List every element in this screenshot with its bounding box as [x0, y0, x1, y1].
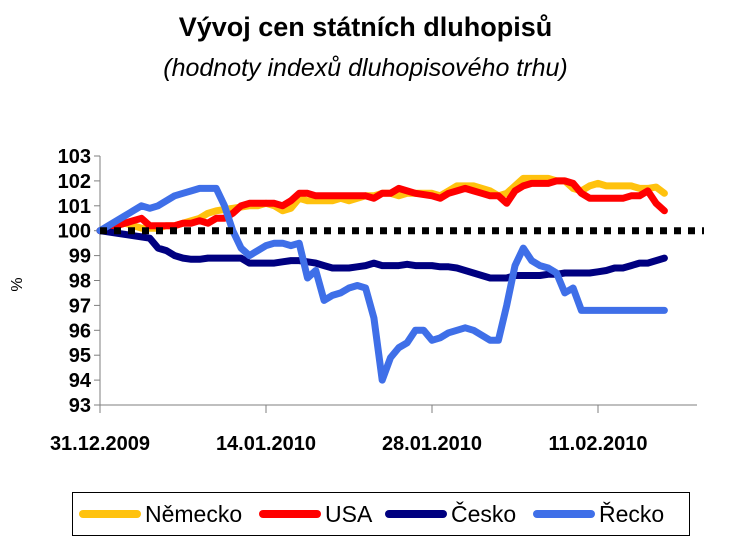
y-tick-label: 96 — [69, 320, 91, 342]
y-tick-label: 93 — [69, 395, 91, 417]
legend-label: Německo — [145, 500, 243, 527]
legend-swatch — [259, 510, 321, 518]
x-tick-label: 11.02.2010 — [549, 433, 648, 455]
legend-label: USA — [325, 500, 373, 527]
series-line-Řecko — [96, 184, 668, 384]
y-tick-label: 95 — [69, 345, 91, 367]
y-tick-label: 101 — [58, 196, 91, 218]
x-tick-label: 14.01.2010 — [216, 433, 316, 455]
chart-title: Vývoj cen státních dluhopisů — [178, 12, 553, 42]
y-tick-label: 102 — [58, 171, 91, 193]
series-line-USA — [96, 177, 668, 235]
legend-item: Řecko — [533, 493, 664, 535]
legend-item: Německo — [79, 493, 242, 535]
y-tick-label: 103 — [58, 146, 91, 168]
x-tick-label: 28.01.2010 — [382, 433, 482, 455]
y-tick-label: 97 — [69, 295, 91, 317]
legend-item: USA — [259, 493, 372, 535]
y-tick-label: 99 — [69, 246, 91, 268]
legend-label: Řecko — [599, 500, 665, 527]
legend-label: Česko — [451, 500, 517, 527]
legend-item: Česko — [385, 493, 516, 535]
y-axis-label: % — [9, 277, 26, 291]
legend-swatch — [533, 510, 595, 518]
legend-swatch — [385, 510, 447, 518]
series-line-Česko — [96, 227, 668, 282]
legend: Německo USA Česko Řecko — [72, 492, 690, 536]
y-tick-label: 98 — [69, 271, 91, 293]
y-tick-label: 94 — [69, 370, 92, 392]
legend-swatch — [79, 510, 141, 518]
y-tick-label: 100 — [58, 221, 91, 243]
x-tick-label: 31.12.2009 — [50, 433, 150, 455]
chart-subtitle: (hodnoty indexů dluhopisového trhu) — [163, 54, 568, 82]
